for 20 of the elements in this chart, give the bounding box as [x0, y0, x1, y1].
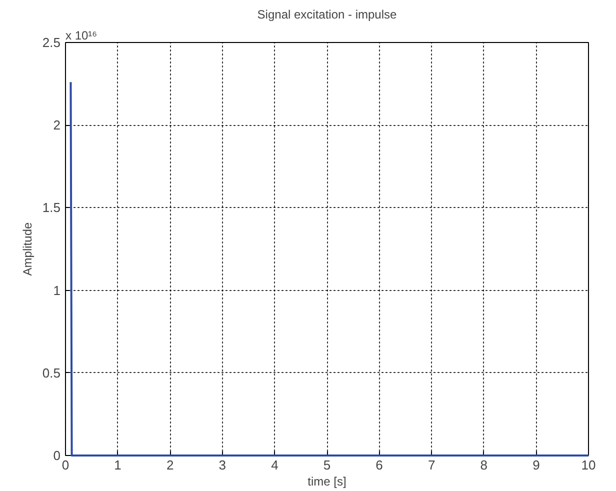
x-tick-label: 7 — [428, 458, 436, 472]
x-tick-label: 6 — [376, 458, 383, 472]
y-tick-label: 1.5 — [42, 200, 61, 216]
y-tick-label: 2.5 — [42, 35, 61, 50]
text: x 10¹⁶ — [66, 28, 98, 42]
y-tick-label: 0 — [53, 448, 61, 463]
x-tick-label: 2 — [166, 458, 174, 472]
x-tick-label: 10 — [581, 458, 596, 472]
x-axis-title: time [s] — [308, 474, 346, 488]
x-tick-label: 5 — [323, 458, 331, 472]
x-tick-label: 8 — [480, 458, 488, 472]
chart-title: Signal excitation - impulse — [257, 8, 398, 22]
y-axis-title: Amplitude — [20, 222, 34, 276]
x-tick-label: 3 — [218, 458, 226, 472]
x-tick-label: 9 — [532, 458, 540, 472]
x-tick-label: 4 — [271, 458, 278, 472]
y-tick-label: 1 — [53, 282, 61, 298]
x-tick-label: 1 — [114, 458, 122, 472]
y-tick-label: 2 — [53, 118, 61, 133]
y-tick-label: 0.5 — [42, 365, 61, 380]
